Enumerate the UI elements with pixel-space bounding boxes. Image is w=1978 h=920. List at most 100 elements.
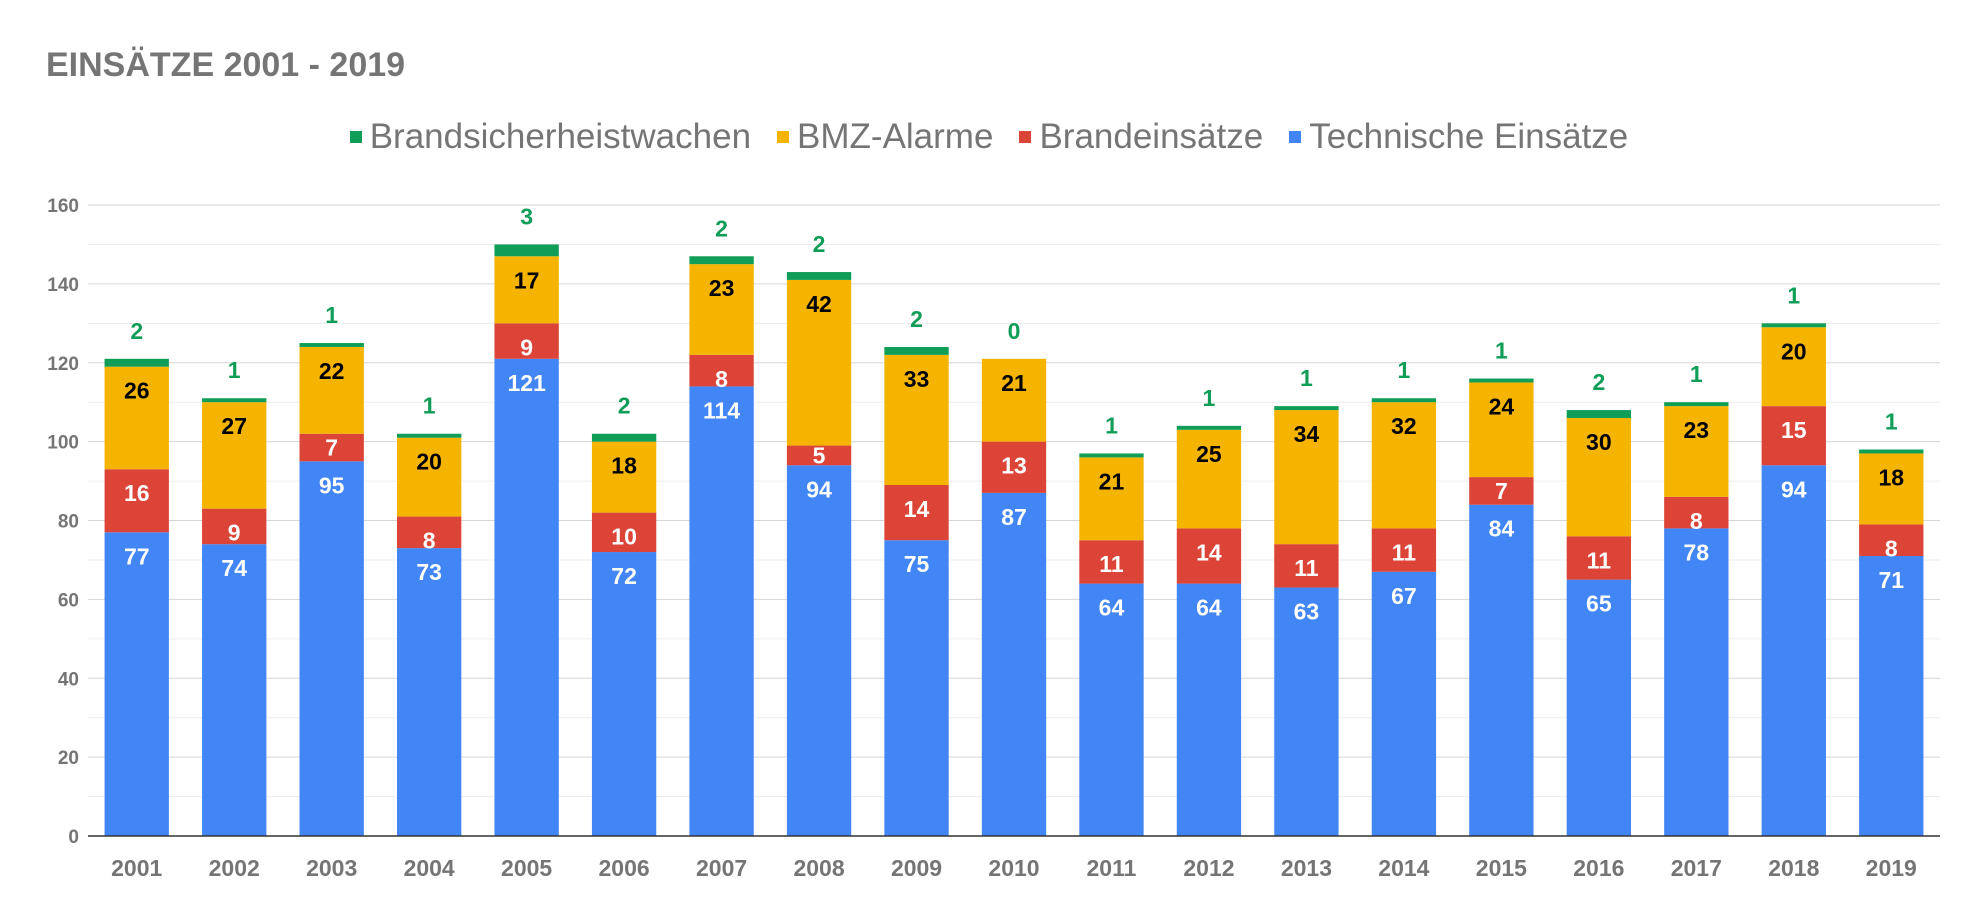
data-label-brandeinsaetze-2002: 9 (228, 520, 241, 546)
data-label-technische-einsaetze-2010: 87 (1001, 504, 1027, 530)
y-tick-label: 40 (58, 669, 79, 690)
data-label-brandsicherheistwachen-2001: 2 (130, 318, 143, 344)
data-label-bmz-alarme-2006: 18 (611, 453, 637, 479)
data-label-technische-einsaetze-2017: 78 (1684, 539, 1710, 565)
legend-item-bmz-alarme: BMZ-Alarme (777, 117, 993, 157)
bar-brandsicherheistwachen-2014 (1371, 398, 1437, 403)
legend-item-brandsicherheistwachen: Brandsicherheistwachen (349, 117, 751, 157)
data-label-brandeinsaetze-2003: 7 (325, 435, 338, 461)
bar-brandsicherheistwachen-2015 (1469, 378, 1534, 383)
bar-brandeinsaetze-2014 (1371, 528, 1437, 572)
data-label-bmz-alarme-2012: 25 (1196, 441, 1222, 467)
bar-brandeinsaetze-2009 (884, 485, 949, 541)
bar-bmz-alarme-2013 (1274, 410, 1339, 545)
x-tick-label: 2016 (1573, 855, 1624, 881)
data-label-brandeinsaetze-2018: 15 (1781, 417, 1807, 443)
bar-brandeinsaetze-2004 (396, 516, 462, 549)
data-label-brandsicherheistwachen-2019: 1 (1885, 409, 1898, 435)
data-label-technische-einsaetze-2018: 94 (1781, 476, 1807, 502)
x-tick-label: 2007 (696, 855, 747, 881)
bar-brandeinsaetze-2011 (1079, 540, 1144, 584)
data-label-brandeinsaetze-2011: 11 (1099, 551, 1124, 577)
data-label-brandsicherheistwachen-2015: 1 (1495, 338, 1508, 364)
data-label-bmz-alarme-2015: 24 (1489, 393, 1515, 419)
x-tick-label: 2013 (1281, 855, 1332, 881)
bar-brandsicherheistwachen-2011 (1079, 453, 1144, 458)
bar-brandsicherheistwachen-2019 (1859, 449, 1924, 454)
legend-item-brandeinsaetze: Brandeinsätze (1019, 117, 1263, 157)
bar-brandsicherheistwachen-2018 (1761, 323, 1826, 328)
bar-brandeinsaetze-2008 (786, 445, 852, 466)
bar-bmz-alarme-2009 (884, 354, 949, 486)
data-label-technische-einsaetze-2011: 64 (1099, 595, 1125, 621)
y-tick-label: 160 (47, 196, 79, 217)
bar-brandeinsaetze-2006 (591, 512, 657, 553)
data-label-bmz-alarme-2011: 21 (1099, 468, 1125, 494)
x-tick-label: 2011 (1087, 855, 1137, 881)
data-label-brandsicherheistwachen-2002: 1 (228, 357, 241, 383)
x-tick-label: 2003 (306, 855, 357, 881)
bar-technische-einsaetze-2012 (1176, 583, 1242, 836)
data-label-technische-einsaetze-2007: 114 (703, 397, 740, 423)
data-label-brandeinsaetze-2005: 9 (520, 334, 533, 360)
data-label-brandsicherheistwachen-2011: 1 (1105, 412, 1118, 438)
bar-bmz-alarme-2006 (591, 441, 657, 513)
bar-bmz-alarme-2014 (1371, 402, 1437, 529)
data-label-bmz-alarme-2004: 20 (416, 449, 442, 475)
bar-bmz-alarme-2010 (981, 358, 1047, 442)
bar-brandeinsaetze-2015 (1469, 477, 1534, 505)
bar-brandsicherheistwachen-2012 (1176, 425, 1242, 430)
bar-bmz-alarme-2005 (494, 256, 559, 324)
data-label-brandsicherheistwachen-2014: 1 (1397, 357, 1410, 383)
bar-bmz-alarme-2011 (1079, 457, 1144, 541)
bar-brandsicherheistwachen-2001 (104, 358, 169, 367)
data-label-bmz-alarme-2008: 42 (806, 291, 832, 317)
x-tick-label: 2004 (404, 855, 455, 881)
bar-brandsicherheistwachen-2009 (884, 346, 949, 355)
bar-bmz-alarme-2003 (299, 346, 364, 434)
data-label-technische-einsaetze-2008: 94 (806, 476, 832, 502)
data-label-technische-einsaetze-2013: 63 (1294, 599, 1320, 625)
bar-technische-einsaetze-2010 (981, 492, 1047, 836)
data-label-brandeinsaetze-2016: 11 (1587, 547, 1612, 573)
legend-item-technische-einsaetze: Technische Einsätze (1289, 117, 1628, 157)
bar-technische-einsaetze-2019 (1859, 555, 1924, 836)
data-label-brandeinsaetze-2015: 7 (1495, 478, 1508, 504)
data-label-technische-einsaetze-2001: 77 (124, 543, 150, 569)
data-label-brandsicherheistwachen-2012: 1 (1203, 385, 1216, 411)
data-label-brandsicherheistwachen-2010: 0 (1008, 318, 1021, 344)
data-label-technische-einsaetze-2002: 74 (221, 555, 247, 581)
bar-brandsicherheistwachen-2008 (786, 272, 852, 280)
bar-bmz-alarme-2018 (1761, 327, 1826, 407)
bar-brandeinsaetze-2012 (1176, 528, 1242, 584)
legend-label: Technische Einsätze (1309, 117, 1629, 156)
bar-technische-einsaetze-2016 (1566, 579, 1632, 836)
x-tick-label: 2018 (1768, 855, 1819, 881)
bar-technische-einsaetze-2004 (396, 548, 462, 836)
bar-brandsicherheistwachen-2003 (299, 343, 364, 347)
x-tick-label: 2012 (1183, 855, 1234, 881)
bar-brandsicherheistwachen-2005 (494, 244, 559, 257)
data-label-brandeinsaetze-2004: 8 (423, 528, 436, 554)
data-label-bmz-alarme-2003: 22 (319, 358, 345, 384)
data-label-brandeinsaetze-2006: 10 (611, 524, 637, 550)
bar-brandeinsaetze-2005 (494, 323, 559, 359)
data-label-brandsicherheistwachen-2017: 1 (1690, 361, 1703, 387)
data-label-technische-einsaetze-2014: 67 (1391, 583, 1417, 609)
data-label-brandsicherheistwachen-2008: 2 (813, 231, 826, 257)
bar-brandeinsaetze-2019 (1859, 524, 1924, 556)
data-label-brandeinsaetze-2010: 13 (1001, 453, 1027, 479)
bar-brandeinsaetze-2013 (1274, 544, 1339, 588)
y-tick-label: 100 (47, 433, 79, 454)
y-tick-label: 0 (68, 827, 79, 848)
bar-brandeinsaetze-2003 (299, 433, 364, 462)
data-label-bmz-alarme-2016: 30 (1586, 429, 1612, 455)
bar-brandsicherheistwachen-2006 (591, 433, 657, 442)
y-tick-label: 120 (47, 354, 79, 375)
data-label-brandeinsaetze-2009: 14 (904, 496, 930, 522)
x-tick-label: 2006 (599, 855, 650, 881)
bar-technische-einsaetze-2015 (1469, 504, 1534, 836)
data-label-brandsicherheistwachen-2013: 1 (1300, 365, 1313, 391)
data-label-brandeinsaetze-2014: 11 (1392, 539, 1417, 565)
data-label-technische-einsaetze-2019: 71 (1878, 567, 1904, 593)
